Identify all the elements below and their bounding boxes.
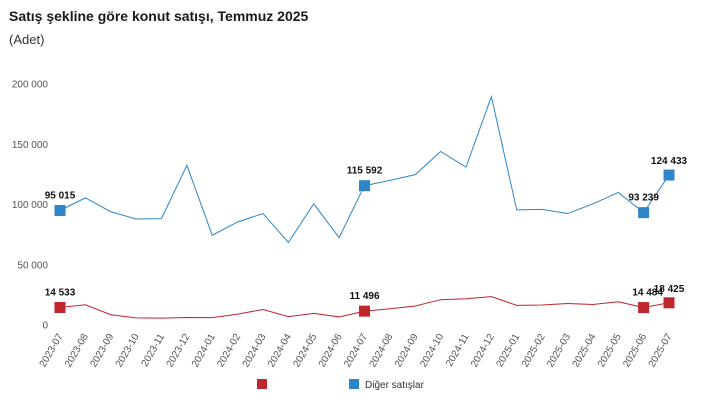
x-tick-label: 2024-04 [266, 332, 294, 370]
y-tick-label: 150 000 [12, 140, 49, 151]
y-tick-label: 50 000 [17, 260, 48, 271]
data-point-marker [638, 302, 650, 314]
x-tick-label: 2024-12 [469, 332, 497, 370]
x-tick-label: 2024-08 [368, 332, 396, 370]
x-tick-label: 2023-12 [165, 332, 193, 370]
x-tick-label: 2024-07 [342, 332, 370, 370]
x-tick-label: 2025-01 [494, 332, 522, 370]
data-label: 11 496 [349, 291, 379, 302]
x-tick-label: 2025-02 [520, 332, 548, 370]
y-axis: 0 50 000 100 000 150 000 200 000 [12, 80, 49, 332]
legend-swatch [349, 379, 359, 389]
data-point-marker [663, 169, 675, 181]
x-tick-label: 2024-06 [317, 332, 345, 370]
x-tick-label: 2025-06 [621, 332, 649, 370]
x-tick-label: 2023-08 [63, 332, 91, 370]
x-tick-label: 2024-09 [393, 332, 421, 370]
x-tick-label: 2023-11 [140, 332, 168, 369]
y-tick-label: 200 000 [12, 80, 49, 91]
data-point-marker [54, 205, 66, 217]
x-tick-label: 2024-05 [291, 332, 319, 370]
data-label: 115 592 [347, 166, 383, 177]
data-label: 95 015 [45, 191, 76, 202]
data-point-marker [638, 207, 650, 219]
x-tick-label: 2025-05 [596, 332, 624, 370]
legend-swatch [257, 379, 267, 389]
x-tick-label: 2023-10 [114, 332, 142, 370]
x-tick-label: 2025-03 [545, 332, 573, 370]
data-point-marker [54, 301, 66, 313]
data-label: 14 484 [632, 288, 663, 299]
data-point-marker [359, 305, 370, 317]
x-tick-label: 2025-07 [647, 332, 675, 370]
legend: Diğer satışlar [257, 379, 425, 391]
data-point-marker [663, 297, 675, 309]
legend-label: Diğer satışlar [365, 380, 425, 391]
x-tick-label: 2024-11 [444, 332, 472, 369]
chart-title: Satış şekline göre konut satışı, Temmuz … [9, 8, 309, 24]
series-layer [54, 94, 675, 319]
x-tick-label: 2024-01 [190, 332, 218, 370]
y-tick-label: 0 [42, 321, 48, 332]
x-tick-label: 2023-09 [88, 332, 116, 370]
data-point-marker [359, 180, 370, 192]
chart-subtitle: (Adet) [9, 32, 45, 47]
data-label: 93 239 [628, 193, 659, 204]
data-label: 18 425 [654, 284, 685, 295]
x-tick-label: 2023-07 [38, 332, 66, 370]
x-tick-label: 2025-04 [571, 332, 599, 370]
data-label: 124 433 [651, 156, 688, 167]
x-tick-label: 2024-10 [418, 332, 446, 370]
x-tick-label: 2024-03 [241, 332, 269, 370]
x-axis: 2023-072023-082023-092023-102023-112023-… [38, 332, 675, 370]
x-tick-label: 2024-02 [215, 332, 243, 370]
y-tick-label: 100 000 [12, 200, 49, 211]
data-label: 14 533 [45, 287, 76, 298]
